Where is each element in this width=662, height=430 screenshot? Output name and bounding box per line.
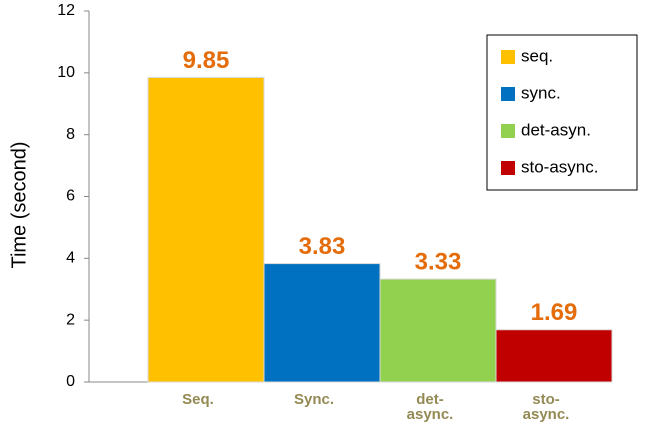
value-label: 3.33 — [415, 248, 462, 275]
x-tick-label: Sync. — [293, 391, 335, 408]
bar — [147, 76, 265, 383]
legend-swatch — [501, 161, 515, 175]
y-tick-label: 8 — [66, 126, 75, 143]
y-axis-label: Time (second) — [8, 141, 30, 268]
legend-label: seq. — [521, 46, 553, 65]
y-tick-label: 12 — [57, 2, 75, 19]
value-label: 9.85 — [183, 47, 230, 74]
legend-label: sync. — [521, 83, 561, 102]
legend-swatch — [501, 50, 515, 64]
legend-label: sto-async. — [521, 157, 598, 176]
x-tick-label: Seq. — [182, 391, 214, 408]
bar — [379, 278, 497, 383]
y-tick-label: 10 — [57, 64, 75, 81]
y-tick-label: 0 — [66, 373, 75, 390]
legend-label: det-asyn. — [521, 120, 591, 139]
value-label: 1.69 — [531, 299, 578, 326]
bar — [263, 263, 381, 383]
y-tick-label: 2 — [66, 311, 75, 328]
value-label: 3.83 — [299, 233, 346, 260]
legend-swatch — [501, 124, 515, 138]
x-tick-label: sto-async. — [522, 391, 570, 423]
y-tick-label: 6 — [66, 188, 75, 205]
bar — [495, 329, 613, 383]
y-tick-label: 4 — [66, 250, 75, 267]
x-tick-label: det-async. — [406, 391, 454, 423]
legend-swatch — [501, 87, 515, 101]
